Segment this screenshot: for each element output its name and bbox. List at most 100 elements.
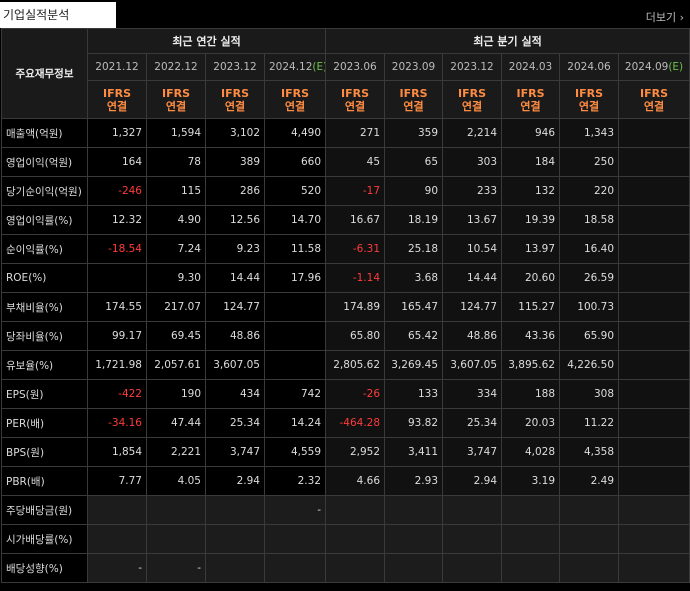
table-cell: -26 — [325, 379, 386, 409]
table-cell: 17.96 — [263, 263, 327, 293]
table-cell: 115.27 — [501, 292, 561, 322]
row-label: 순이익률(%) — [1, 234, 88, 264]
table-row: 매출액(억원) 1,327 1,594 3,102 4,490 271 359 2,214 94… — [1, 118, 690, 148]
table-cell: 2,805.62 — [325, 350, 386, 380]
period-header: 2023.12 — [442, 53, 503, 81]
table-cell: 3,102 — [205, 118, 265, 148]
table-cell — [263, 350, 327, 380]
table-cell — [205, 495, 265, 525]
table-cell: 133 — [384, 379, 444, 409]
table-cell: 48.86 — [205, 321, 265, 351]
table-cell: 250 — [559, 147, 620, 177]
table-cell: 9.30 — [146, 263, 206, 293]
table-cell: 174.89 — [325, 292, 386, 322]
table-cell: 946 — [501, 118, 561, 148]
table-cell: 1,327 — [87, 118, 147, 148]
table-cell: 3,411 — [384, 437, 444, 467]
table-cell: 12.32 — [87, 205, 147, 235]
table-cell: 2.94 — [442, 466, 503, 496]
table-row: 순이익률(%) -18.54 7.24 9.23 11.58 -6.31 25.18 10.5… — [1, 234, 690, 264]
table-cell — [618, 379, 690, 409]
period-header: 2024.03 — [501, 53, 561, 81]
table-cell: 25.18 — [384, 234, 444, 264]
row-label: 배당성향(%) — [1, 553, 88, 583]
table-cell: 65.80 — [325, 321, 386, 351]
table-cell: 2.94 — [205, 466, 265, 496]
table-cell: 3,747 — [205, 437, 265, 467]
table-cell: 16.40 — [559, 234, 620, 264]
table-row: 부채비율(%) 174.55 217.07 124.77 174.89 165.47 124… — [1, 292, 690, 322]
table-cell: 10.54 — [442, 234, 503, 264]
table-cell — [384, 553, 444, 583]
table-cell: 124.77 — [442, 292, 503, 322]
table-cell: 4,226.50 — [559, 350, 620, 380]
table-cell: - — [263, 495, 327, 525]
row-label: PER(배) — [1, 408, 88, 438]
row-label: ROE(%) — [1, 263, 88, 293]
table-cell: 1,343 — [559, 118, 620, 148]
more-link[interactable]: 더보기 › — [646, 9, 684, 25]
row-label: 주당배당금(원) — [1, 495, 88, 525]
table-cell — [618, 408, 690, 438]
table-cell — [442, 553, 503, 583]
more-label: 더보기 — [645, 11, 677, 24]
table-cell: 25.34 — [205, 408, 265, 438]
table-cell — [87, 263, 147, 293]
table-cell: -246 — [87, 176, 147, 206]
table-cell — [146, 524, 206, 554]
row-label: 유보율(%) — [1, 350, 88, 380]
table-row: PER(배) -34.16 47.44 25.34 14.24 -464.28 93.82 2… — [1, 408, 690, 438]
table-cell: 660 — [263, 147, 327, 177]
table-cell: 334 — [442, 379, 503, 409]
table-cell: 2,952 — [325, 437, 386, 467]
accounting-standard: IFRS 연결 — [501, 80, 561, 119]
table-cell: 286 — [205, 176, 265, 206]
table-row: 당좌비율(%) 99.17 69.45 48.86 65.80 65.42 48.86 43.… — [1, 321, 690, 351]
accounting-standard: IFRS 연결 — [442, 80, 503, 119]
row-label: 영업이익률(%) — [1, 205, 88, 235]
table-cell: 7.77 — [87, 466, 147, 496]
table-cell: 90 — [384, 176, 444, 206]
table-cell — [325, 495, 386, 525]
table-cell — [618, 205, 690, 235]
accounting-standard: IFRS 연결 — [559, 80, 620, 119]
table-cell: 3,607.05 — [442, 350, 503, 380]
table-cell: 43.36 — [501, 321, 561, 351]
table-cell: 2,214 — [442, 118, 503, 148]
table-cell — [618, 495, 690, 525]
table-cell — [384, 495, 444, 525]
table-cell: 20.03 — [501, 408, 561, 438]
table-cell: 100.73 — [559, 292, 620, 322]
table-row: 영업이익률(%) 12.32 4.90 12.56 14.70 16.67 18.19 13.… — [1, 205, 690, 235]
table-cell: 13.97 — [501, 234, 561, 264]
accounting-standard: IFRS 연결 — [263, 80, 327, 119]
table-cell: 188 — [501, 379, 561, 409]
table-cell: 99.17 — [87, 321, 147, 351]
table-cell — [87, 495, 147, 525]
table-cell: 13.67 — [442, 205, 503, 235]
table-cell — [618, 437, 690, 467]
table-cell — [384, 524, 444, 554]
table-cell: 2,221 — [146, 437, 206, 467]
table-row: 주당배당금(원) - — [1, 495, 690, 525]
table-cell: 220 — [559, 176, 620, 206]
table-cell: - — [146, 553, 206, 583]
table-cell: 14.44 — [442, 263, 503, 293]
table-cell — [618, 524, 690, 554]
row-label: 당좌비율(%) — [1, 321, 88, 351]
estimate-badge: (E) — [312, 61, 324, 73]
table-cell: 4.66 — [325, 466, 386, 496]
table-cell: 389 — [205, 147, 265, 177]
table-cell — [442, 495, 503, 525]
table-cell: 25.34 — [442, 408, 503, 438]
table-cell: 12.56 — [205, 205, 265, 235]
period-header: 2022.12 — [146, 53, 206, 81]
table-cell — [442, 524, 503, 554]
table-cell — [618, 553, 690, 583]
table-cell — [618, 176, 690, 206]
table-cell: 4.90 — [146, 205, 206, 235]
table-cell — [618, 147, 690, 177]
table-cell: - — [87, 553, 147, 583]
table-cell: 3.19 — [501, 466, 561, 496]
accounting-standard: IFRS 연결 — [325, 80, 386, 119]
